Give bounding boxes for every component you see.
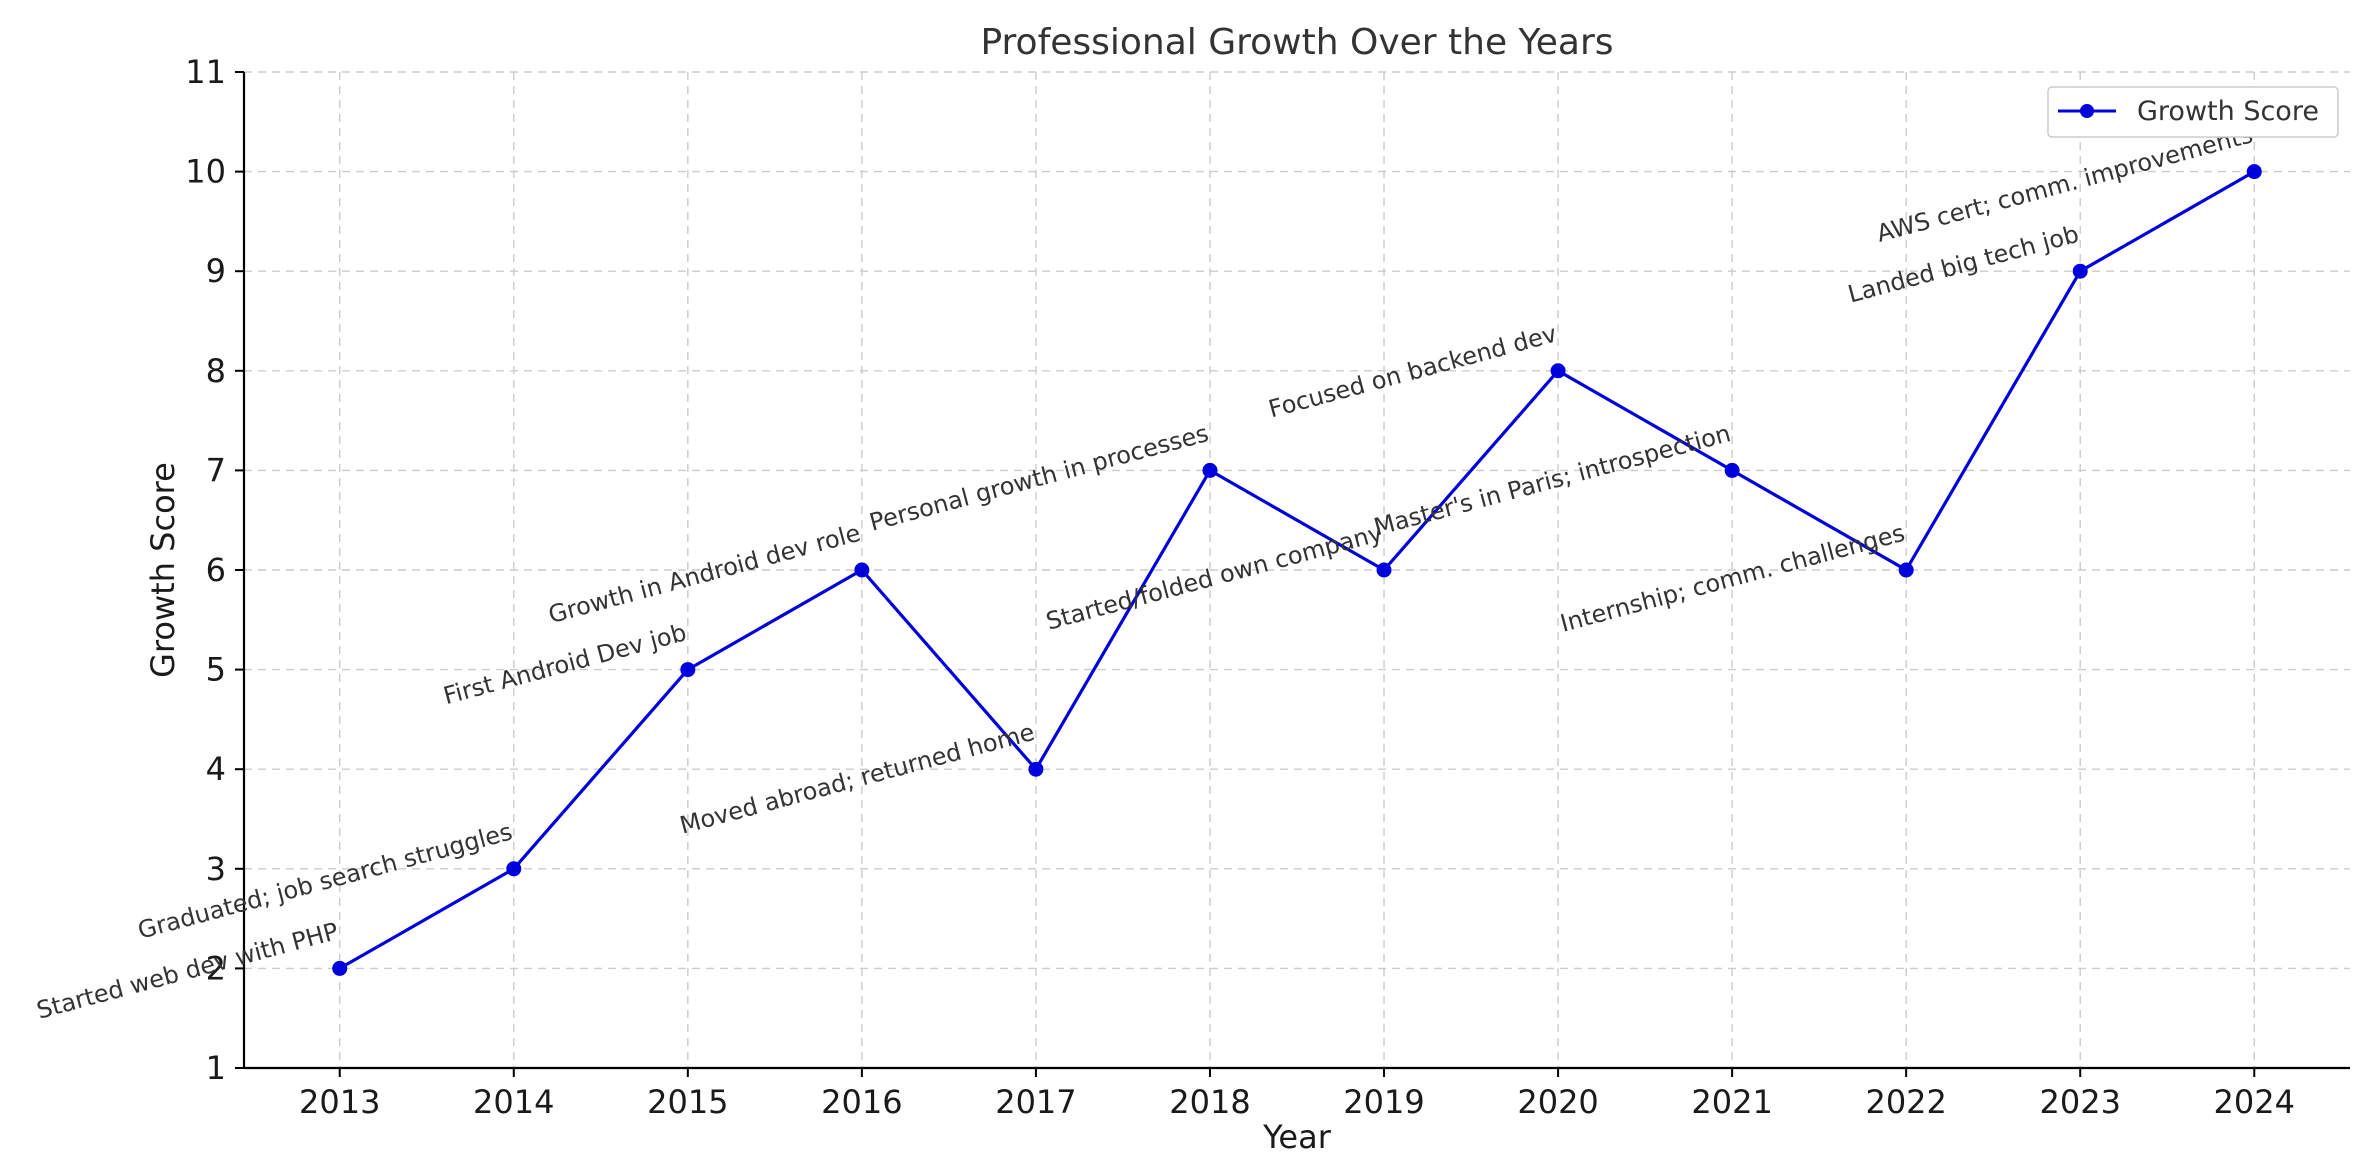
y-tick-label: 1 bbox=[206, 1049, 226, 1087]
annotation-label: Personal growth in processes bbox=[866, 419, 1211, 537]
data-point bbox=[2246, 164, 2262, 180]
series bbox=[332, 164, 2262, 976]
y-axis-label: Growth Score bbox=[144, 462, 182, 678]
x-tick-label: 2019 bbox=[1343, 1083, 1424, 1121]
y-tick-label: 9 bbox=[206, 252, 226, 290]
data-point bbox=[1376, 562, 1392, 578]
legend-marker-swatch bbox=[2080, 104, 2094, 118]
y-tick-label: 8 bbox=[206, 352, 226, 390]
axis-ticks: 2013 2014 2015 2016 2017 2018 2019 2020 2021 2022… bbox=[185, 53, 2295, 1121]
x-tick-label: 2022 bbox=[1865, 1083, 1946, 1121]
y-tick-label: 11 bbox=[185, 53, 226, 91]
data-point bbox=[506, 861, 522, 877]
y-tick-label: 7 bbox=[206, 451, 226, 489]
y-tick-label: 6 bbox=[206, 551, 226, 589]
x-tick-label: 2017 bbox=[995, 1083, 1076, 1121]
data-point bbox=[1202, 462, 1218, 478]
legend-label: Growth Score bbox=[2137, 96, 2319, 127]
x-tick-label: 2014 bbox=[473, 1083, 554, 1121]
x-tick-label: 2021 bbox=[1691, 1083, 1772, 1121]
y-tick-label: 10 bbox=[185, 153, 226, 191]
legend-box bbox=[2047, 86, 2339, 138]
annotation-label: Growth in Android dev role bbox=[545, 519, 863, 629]
annotation-label: Master's in Paris; introspection bbox=[1371, 419, 1734, 541]
data-point bbox=[854, 562, 870, 578]
x-axis-label: Year bbox=[1262, 1118, 1332, 1156]
grid-lines bbox=[244, 71, 2350, 1069]
data-point bbox=[1898, 562, 1914, 578]
x-tick-label: 2018 bbox=[1169, 1083, 1250, 1121]
y-tick-label: 2 bbox=[206, 949, 226, 987]
x-tick-label: 2020 bbox=[1517, 1083, 1598, 1121]
data-point bbox=[1724, 462, 1740, 478]
data-point bbox=[680, 662, 696, 678]
y-tick-label: 5 bbox=[206, 651, 226, 689]
chart-title: Professional Growth Over the Years bbox=[980, 22, 1613, 63]
annotation-label: Moved abroad; returned home bbox=[677, 718, 1038, 840]
x-tick-label: 2015 bbox=[647, 1083, 728, 1121]
x-tick-label: 2023 bbox=[2040, 1083, 2121, 1121]
y-tick-label: 3 bbox=[206, 850, 226, 888]
y-tick-label: 4 bbox=[206, 750, 226, 788]
annotation-label: Started/folded own company bbox=[1043, 519, 1386, 636]
x-tick-label: 2024 bbox=[2214, 1083, 2295, 1121]
legend: Growth Score bbox=[2047, 86, 2339, 138]
x-tick-label: 2016 bbox=[821, 1083, 902, 1121]
data-point bbox=[1550, 363, 1566, 379]
data-point bbox=[2072, 263, 2088, 279]
data-point bbox=[332, 960, 348, 976]
annotation-label: First Android Dev job bbox=[440, 618, 689, 710]
data-point bbox=[1028, 761, 1044, 777]
annotation-label: Started web dev with PHP bbox=[34, 917, 342, 1025]
series-line bbox=[338, 170, 2256, 970]
x-tick-label: 2013 bbox=[299, 1083, 380, 1121]
